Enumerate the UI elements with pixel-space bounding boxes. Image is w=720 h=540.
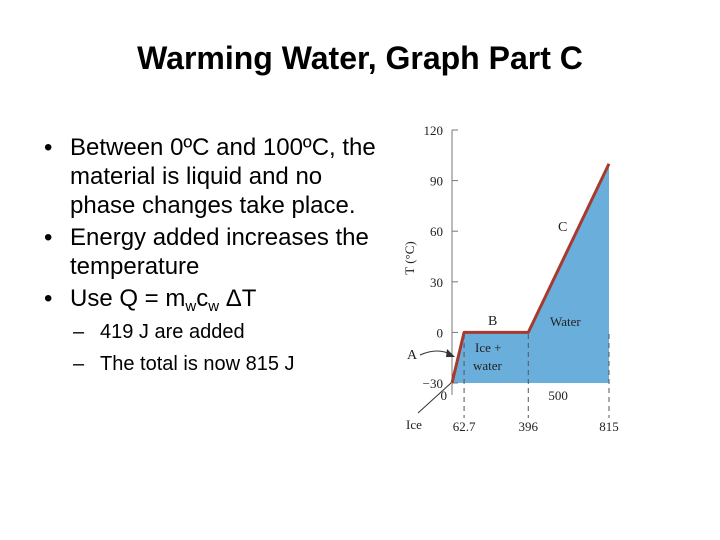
region-label-c: C bbox=[558, 220, 567, 235]
sub-bullet: – The total is now 815 J bbox=[73, 353, 295, 375]
y-tick-label: 90 bbox=[430, 174, 443, 189]
sub-bullet: –419 J are added bbox=[73, 321, 245, 343]
heating-curve bbox=[450, 163, 611, 384]
a-arrowhead bbox=[446, 349, 455, 357]
x-start-label: Ice bbox=[406, 417, 422, 432]
region-label-b: B bbox=[488, 314, 497, 329]
x-ticks: 0 500 62.7 396 815 bbox=[441, 334, 619, 434]
bullet-text: Between 0ºC and 100ºC, the material is l… bbox=[70, 134, 376, 219]
y-tick-label: −30 bbox=[423, 376, 443, 391]
sub-bullet-text: The total is now 815 J bbox=[100, 353, 295, 375]
y-ticks: 120 90 60 30 0 −30 bbox=[423, 123, 458, 391]
slide-title: Warming Water, Graph Part C bbox=[137, 40, 583, 76]
region-label-ice-water-2: water bbox=[473, 358, 503, 373]
x-tick-label: 62.7 bbox=[453, 419, 476, 434]
bullet-item: • Between 0ºC and 100ºC, the material is … bbox=[44, 134, 376, 219]
y-tick-label: 0 bbox=[437, 325, 444, 340]
ice-pointer-line bbox=[417, 382, 452, 414]
region-label-water: Water bbox=[550, 314, 581, 329]
region-label-a: A bbox=[407, 348, 418, 363]
bullet-item: • Energy added increases the temperature bbox=[44, 224, 369, 280]
x-tick-label: 0 bbox=[441, 388, 448, 403]
bullet-text: Energy added increases the temperature bbox=[70, 224, 369, 280]
area-fill bbox=[452, 163, 609, 383]
formula: Use Q = mwcw ΔT bbox=[70, 285, 257, 315]
bullet-item: • Use Q = mwcw ΔT bbox=[44, 285, 257, 315]
bullet-list: • Between 0ºC and 100ºC, the material is … bbox=[44, 133, 394, 377]
region-label-ice-water: Ice + bbox=[475, 340, 501, 355]
sub-bullet-text: 419 J are added bbox=[100, 321, 245, 343]
x-tick-label: 815 bbox=[599, 419, 619, 434]
y-tick-label: 30 bbox=[430, 275, 443, 290]
y-axis-label: T (°C) bbox=[402, 241, 417, 274]
x-tick-label: 396 bbox=[519, 419, 539, 434]
y-tick-label: 120 bbox=[424, 123, 444, 138]
y-tick-label: 60 bbox=[430, 224, 443, 239]
x-tick-label: 500 bbox=[548, 388, 568, 403]
